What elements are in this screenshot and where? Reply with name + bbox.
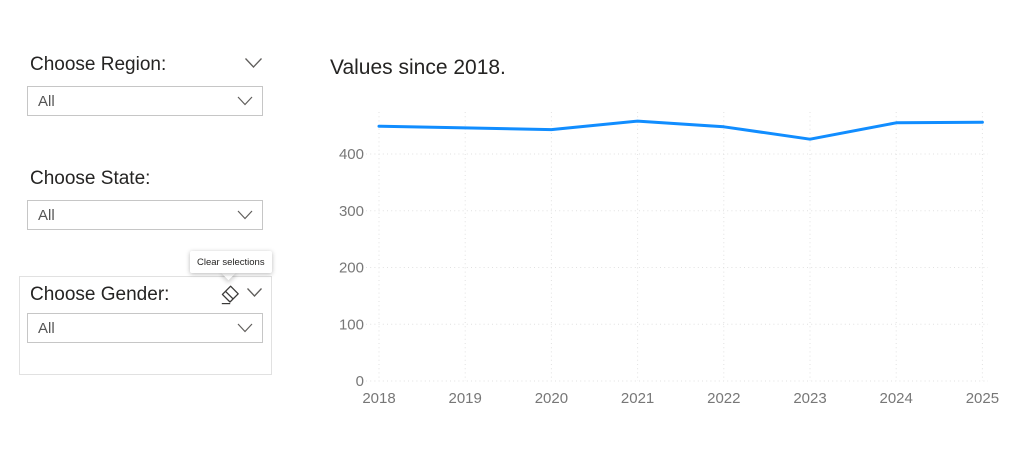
state-dropdown[interactable]: All [27,200,263,230]
y-tick-label: 200 [339,260,364,277]
region-dropdown[interactable]: All [27,86,263,116]
y-tick-label: 400 [339,146,364,163]
y-tick-label: 100 [339,316,364,333]
x-tick-label: 2018 [362,390,395,407]
state-slicer-label: Choose State: [30,168,151,189]
gender-dropdown[interactable]: All [27,313,263,343]
line-chart-svg: 0 100 200 300 400 2018 2019 2020 2021 2022 2023 202… [339,112,999,407]
region-slicer-label: Choose Region: [30,54,167,75]
gender-slicer-chevron-down-icon[interactable] [246,287,263,298]
gender-dropdown-chevron-down-icon [237,323,253,333]
x-tick-label: 2023 [793,390,826,407]
gender-dropdown-value: All [38,319,55,337]
state-dropdown-value: All [38,206,55,224]
value-line [377,119,984,141]
y-tick-label: 0 [356,373,364,390]
state-dropdown-chevron-down-icon [237,210,253,220]
chart-title: Values since 2018. [330,56,506,79]
clear-selections-tooltip-text: Clear selections [197,256,265,268]
x-tick-label: 2021 [621,390,654,407]
x-tick-label: 2025 [966,390,999,407]
x-tick-label: 2022 [707,390,740,407]
x-tick-label: 2019 [449,390,482,407]
x-tick-label: 2024 [880,390,913,407]
y-tick-label: 300 [339,203,364,220]
region-dropdown-value: All [38,92,55,110]
x-tick-label: 2020 [535,390,568,407]
region-dropdown-chevron-down-icon [237,96,253,106]
gender-slicer-label: Choose Gender: [30,284,170,305]
clear-selections-tooltip: Clear selections [190,251,272,273]
clear-selections-eraser-icon[interactable] [218,282,242,307]
region-slicer-chevron-down-icon[interactable] [244,57,263,69]
